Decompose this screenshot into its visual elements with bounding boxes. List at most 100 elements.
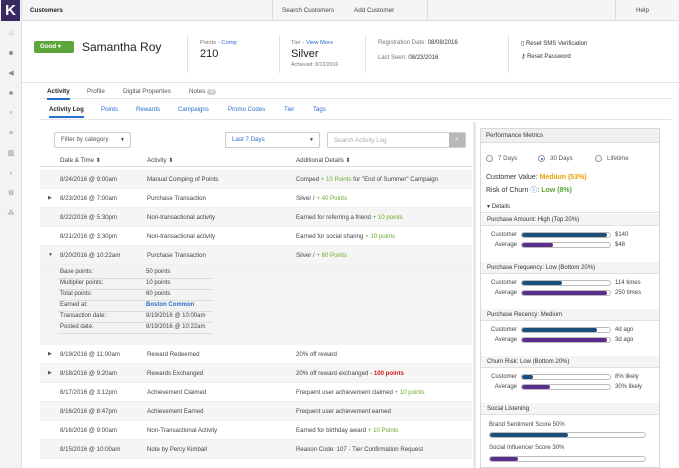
sidebar-rail: K ⌂ ☻ ◀ ♣ ♆ ≡ ▥ ♁ ⚙ ⁂ <box>0 0 22 468</box>
date-range-select[interactable]: Last 7 Days ▼ <box>225 132 320 148</box>
gear-icon[interactable]: ⚙ <box>7 190 15 197</box>
people-icon[interactable]: ☻ <box>7 50 15 57</box>
comp-link[interactable]: Comp <box>221 40 237 46</box>
subtab-promo-codes[interactable]: Promo Codes <box>228 106 266 113</box>
network-icon[interactable]: ⁂ <box>7 210 15 217</box>
average-value: 30% likely <box>615 384 643 390</box>
customer-value: 114 times <box>615 280 641 286</box>
status-dropdown[interactable]: Good ▾ <box>34 41 74 53</box>
row-activity: Achievement Claimed <box>147 389 207 396</box>
chart-icon[interactable]: ▥ <box>7 150 15 157</box>
row-date: 8/21/2016 @ 3:30pm <box>60 233 118 240</box>
table-row[interactable]: 8/16/2016 @ 8:47pm Achievement Earned Freq… <box>40 402 472 421</box>
activity-search-input[interactable]: Search Activity Log ⌕ <box>327 132 466 148</box>
detail-label: Multiplier points: <box>60 280 104 286</box>
customer-bar-fill <box>522 328 597 332</box>
trophy-icon[interactable]: ♆ <box>8 110 14 117</box>
primary-tabs: Activity Profile Digital Properties Note… <box>40 85 671 100</box>
scrollbar[interactable] <box>473 122 476 468</box>
row-details: Comped + 10 Points for "End of Summer" C… <box>296 176 439 183</box>
customer-bar <box>521 327 611 333</box>
metric-header: Churn Risk: Low (Bottom 20%) <box>481 356 659 368</box>
table-row[interactable]: 8/21/2016 @ 3:30pm Non-transactional acti… <box>40 227 472 246</box>
subtab-tier[interactable]: Tier <box>284 106 295 113</box>
tier-label: Tier - View More <box>291 40 334 46</box>
home-icon[interactable]: ⌂ <box>8 30 14 37</box>
subtab-points[interactable]: Points <box>101 106 118 113</box>
store-link[interactable]: Boston Common <box>146 302 195 308</box>
table-row[interactable]: 8/24/2016 @ 9:00am Manual Comping of Poin… <box>40 170 472 189</box>
row-details: Frequent user achievement claimed + 10 p… <box>296 389 425 396</box>
average-bar-fill <box>522 338 608 342</box>
details-toggle[interactable]: ▾ Details <box>481 201 659 213</box>
subtab-tags[interactable]: Tags <box>313 106 326 113</box>
range-7-days-radio[interactable] <box>486 155 493 162</box>
table-row[interactable]: 8/16/2016 @ 9:00am Non-Transactional Acti… <box>40 421 472 440</box>
detail-divider <box>58 333 213 334</box>
search-customers-link[interactable]: Search Customers <box>282 7 335 14</box>
reset-sms-link[interactable]: ▯ Reset SMS Verification <box>521 41 588 47</box>
row-date: 8/16/2016 @ 8:47pm <box>60 408 118 415</box>
info-icon[interactable]: ⓘ <box>530 187 538 194</box>
customer-bar-fill <box>522 281 562 285</box>
table-row[interactable]: ▶ 8/23/2016 @ 7:00am Purchase Transaction S… <box>40 189 472 208</box>
tier-achieved: Achieved: 8/13/2016 <box>291 62 339 68</box>
range-30-days-radio[interactable] <box>538 155 545 162</box>
customer-value: 4d ago <box>615 327 634 333</box>
phone-icon: ▯ <box>521 41 526 47</box>
add-customer-link[interactable]: Add Customer <box>354 7 395 14</box>
list-icon[interactable]: ≡ <box>8 130 14 137</box>
row-details: Earned for birthday award + 10 Points <box>296 427 399 434</box>
app-logo[interactable]: K <box>1 0 20 21</box>
row-date: 8/18/2016 @ 9:20am <box>60 370 118 377</box>
table-row[interactable]: ▼ 8/20/2016 @ 10:22am Purchase Transaction… <box>40 246 472 265</box>
customer-bar-fill <box>522 233 608 237</box>
table-row[interactable]: ▶ 8/18/2016 @ 9:20am Rewards Exchanged 20% … <box>40 364 472 383</box>
row-date: 8/24/2016 @ 9:00am <box>60 176 118 183</box>
org-icon[interactable]: ♣ <box>8 90 14 97</box>
tab-activity[interactable]: Activity <box>47 88 70 100</box>
bulb-icon[interactable]: ♁ <box>8 170 14 177</box>
megaphone-icon[interactable]: ◀ <box>8 70 14 77</box>
row-details: Silver / + 40 Points <box>296 195 347 202</box>
tab-profile[interactable]: Profile <box>87 88 105 95</box>
collapse-row-icon[interactable]: ▼ <box>48 252 53 258</box>
subtab-rewards[interactable]: Rewards <box>136 106 161 113</box>
row-activity: Purchase Transaction <box>147 252 206 259</box>
row-details: Earned for social sharing + 10 points <box>296 233 396 240</box>
row-activity: Purchase Transaction <box>147 195 206 202</box>
customer-label: Customer <box>490 232 517 238</box>
expand-row-icon[interactable]: ▶ <box>48 370 52 376</box>
view-more-link[interactable]: View More <box>305 40 334 46</box>
range-lifetime-radio[interactable] <box>595 155 602 162</box>
points-label: Points - Comp <box>200 40 237 46</box>
customer-value: 8% likely <box>615 374 639 380</box>
row-date: 8/16/2016 @ 9:00am <box>60 427 118 434</box>
brand-sentiment-label: Brand Sentiment Score 50% <box>489 422 565 428</box>
reset-password-link[interactable]: ⚷ Reset Password <box>521 54 571 60</box>
column-activity[interactable]: Activity ⬍ <box>147 157 174 164</box>
table-row[interactable]: 8/17/2016 @ 3:12pm Achievement Claimed Fre… <box>40 383 472 402</box>
category-filter-select[interactable]: Filter by category ▼ <box>54 132 131 148</box>
search-icon[interactable]: ⌕ <box>449 133 465 147</box>
divider <box>272 0 273 21</box>
detail-value: 8/19/2016 @ 10:00am <box>146 313 206 319</box>
average-bar <box>521 337 611 343</box>
row-activity: Reward Redeemed <box>147 351 200 358</box>
subtab-activity-log[interactable]: Activity Log <box>49 106 84 118</box>
subtab-campaigns[interactable]: Campaigns <box>178 106 209 113</box>
help-link[interactable]: Help <box>636 7 649 14</box>
risk-of-churn: Risk of Churn ⓘ: Low (8%) <box>486 187 572 194</box>
customer-label: Customer <box>490 374 517 380</box>
divider <box>187 35 188 73</box>
range-30-days-label: 30 Days <box>550 155 573 162</box>
table-row[interactable]: ▶ 8/19/2016 @ 11:00am Reward Redeemed 20% o… <box>40 345 472 364</box>
table-row[interactable]: 8/22/2016 @ 5:30pm Non-transactional acti… <box>40 208 472 227</box>
tab-digital-properties[interactable]: Digital Properties <box>123 88 171 95</box>
column-date[interactable]: Date & Time ⬍ <box>60 157 101 164</box>
tab-notes[interactable]: Notes 0 <box>189 88 217 95</box>
table-row[interactable]: 8/15/2016 @ 10:00am Note by Percy Kimball… <box>40 440 472 459</box>
column-details[interactable]: Additional Details ⬍ <box>296 157 351 164</box>
expand-row-icon[interactable]: ▶ <box>48 195 52 201</box>
expand-row-icon[interactable]: ▶ <box>48 351 52 357</box>
